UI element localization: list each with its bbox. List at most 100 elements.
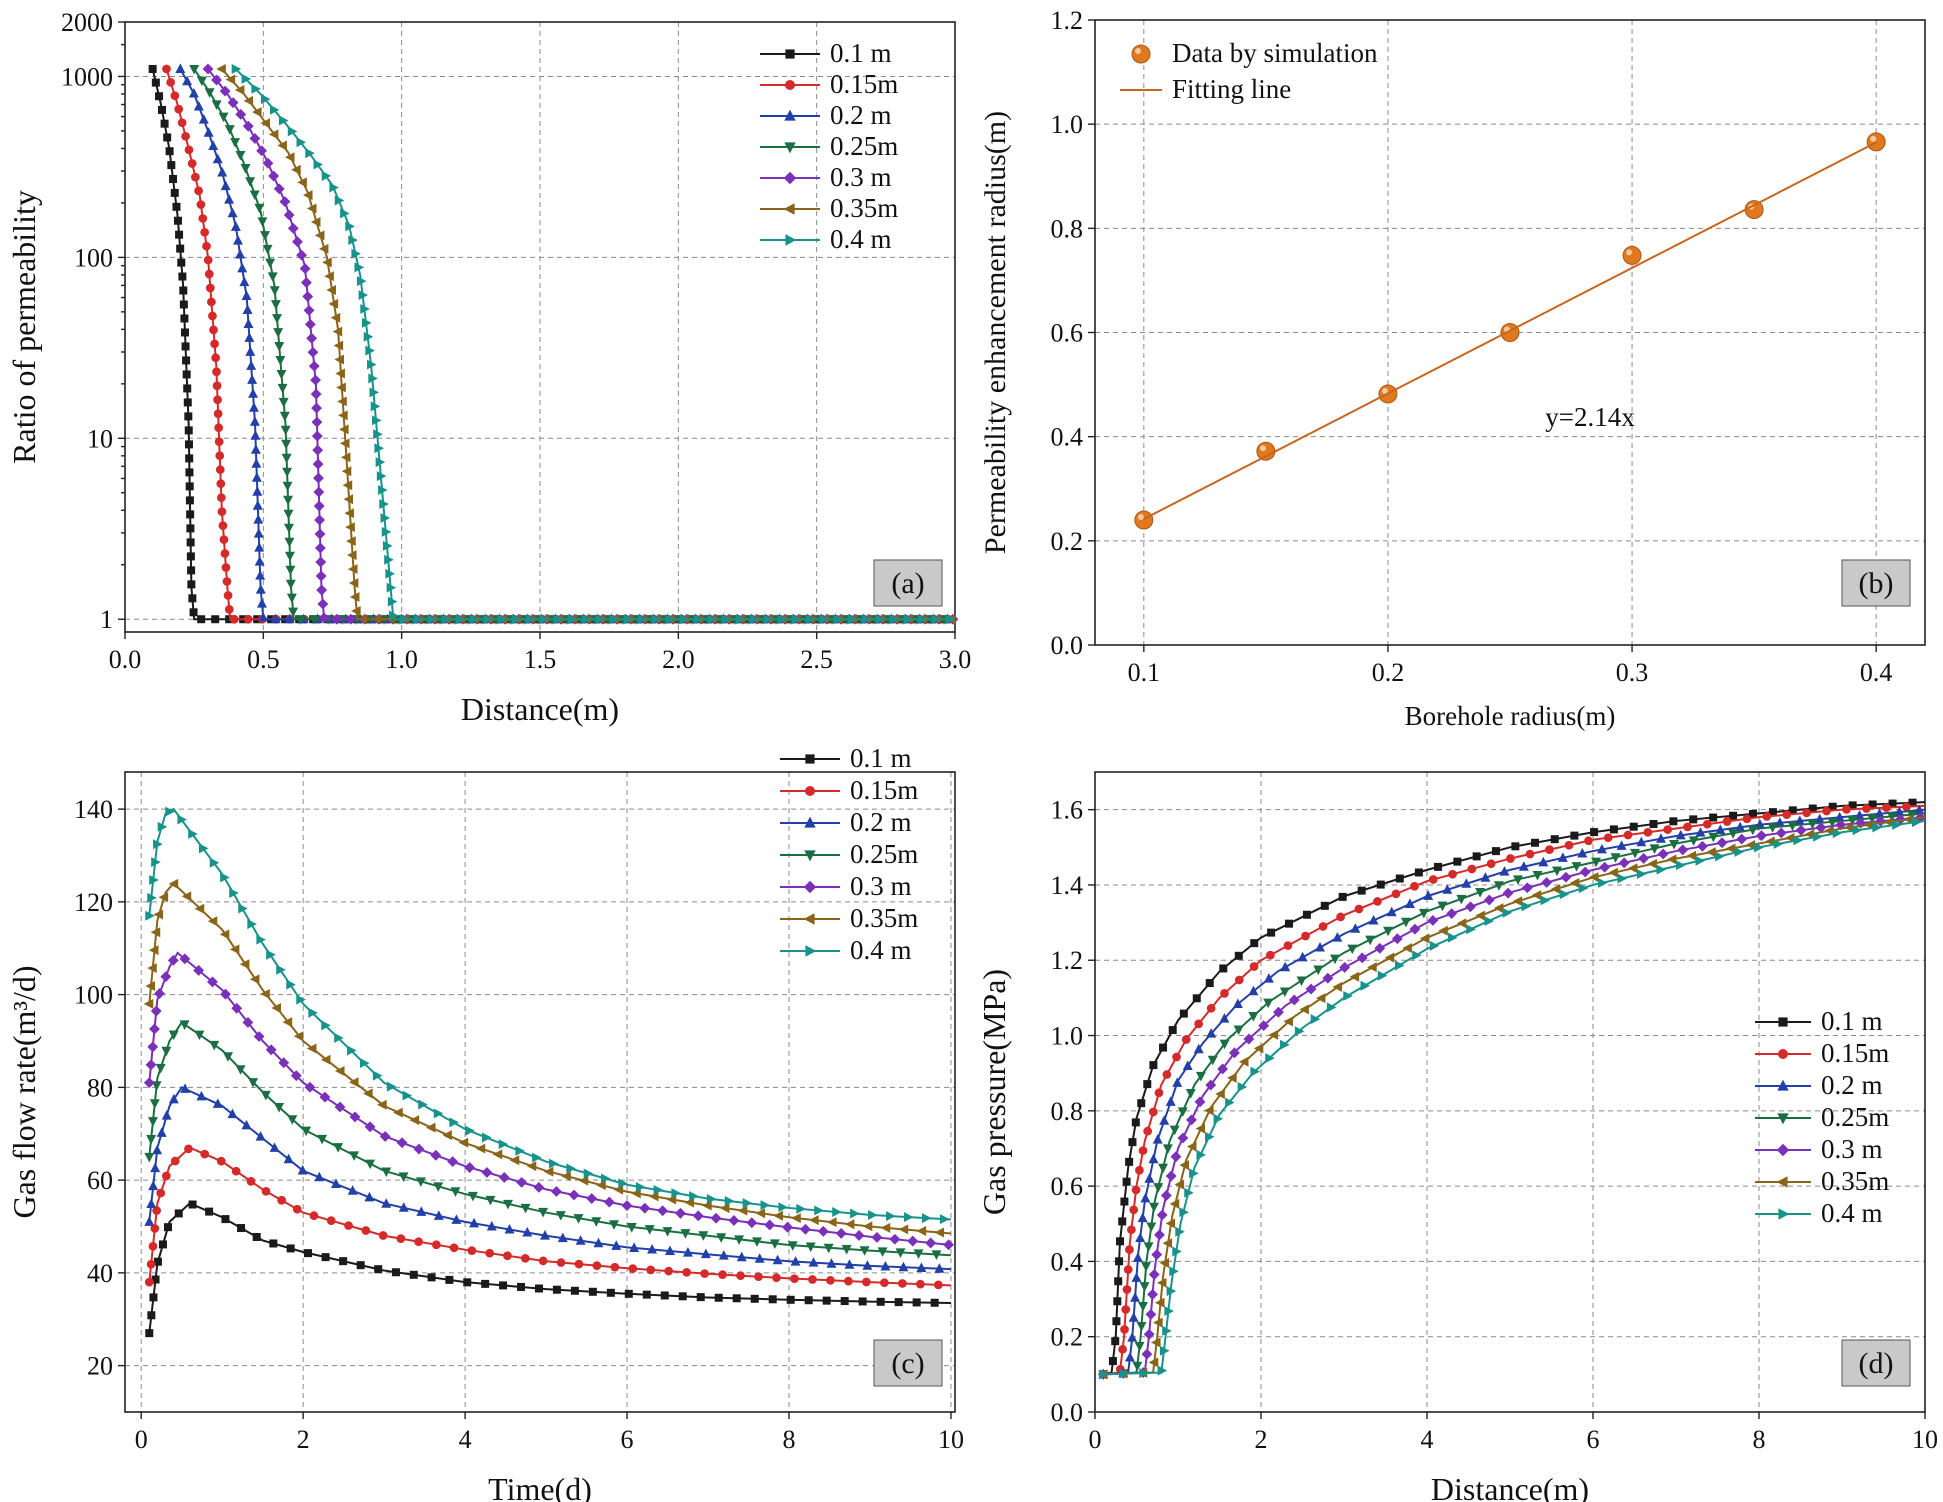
series-marker (1608, 867, 1618, 878)
series-marker (272, 314, 282, 324)
data-point (1256, 441, 1276, 461)
series-marker (868, 1210, 878, 1220)
series-marker (1695, 827, 1706, 837)
series-marker (1616, 840, 1627, 850)
series-marker (178, 272, 187, 281)
series-marker (1453, 857, 1462, 866)
series-marker (1157, 1365, 1168, 1376)
legend-label: 0.25m (1821, 1102, 1889, 1132)
series-marker (284, 152, 295, 163)
series-marker (187, 566, 196, 575)
series-marker (441, 614, 452, 625)
series-marker (1249, 962, 1259, 971)
series-marker (147, 963, 157, 974)
series-marker (351, 605, 361, 616)
series-marker (1521, 901, 1532, 912)
series-marker (182, 75, 193, 86)
series-marker (277, 140, 287, 151)
series-marker (363, 331, 374, 342)
x-tick-label: 0.3 (1616, 658, 1649, 687)
series-marker (307, 346, 319, 358)
series-marker (262, 157, 274, 169)
series-marker (610, 1262, 620, 1272)
series-marker (1360, 980, 1371, 991)
series-marker (847, 614, 858, 625)
series-marker (1322, 972, 1334, 984)
series-marker (724, 1196, 735, 1207)
series-marker (707, 614, 718, 625)
series-marker (1265, 950, 1275, 960)
series-marker (1676, 860, 1686, 871)
series-marker (260, 988, 270, 999)
series-marker (373, 429, 383, 440)
series-marker (326, 285, 336, 296)
y-tick-label: 20 (87, 1352, 113, 1381)
series-marker (266, 949, 276, 960)
x-axis-title: Time(d) (488, 1471, 592, 1502)
series-marker (365, 1159, 376, 1170)
series-marker (337, 396, 347, 407)
series-marker (1170, 1151, 1182, 1163)
series-marker (583, 1168, 594, 1179)
series-marker (297, 1164, 308, 1175)
series-marker (284, 537, 295, 548)
series-marker (826, 1275, 835, 1285)
series-marker (143, 1077, 155, 1089)
series-marker (360, 303, 370, 314)
series-marker (1315, 993, 1326, 1004)
series-marker (1588, 872, 1599, 883)
series-marker (1145, 1308, 1157, 1320)
series-marker (934, 1263, 945, 1273)
series-marker (382, 540, 393, 551)
series-marker (660, 1291, 669, 1300)
series-marker (361, 317, 372, 328)
series-marker (1570, 831, 1579, 840)
series-marker (1688, 836, 1699, 846)
series-marker (665, 614, 676, 625)
series-marker (167, 954, 179, 966)
series-marker (525, 614, 536, 625)
series-marker (1466, 924, 1476, 935)
y-tick-label: 2000 (61, 8, 113, 37)
series-marker (1243, 1033, 1255, 1045)
series-marker (301, 1126, 312, 1137)
series-marker (1725, 843, 1736, 854)
legend-marker (803, 913, 815, 925)
series-marker (623, 614, 634, 625)
series-marker (1461, 878, 1472, 888)
series-marker (211, 100, 222, 110)
series-marker (566, 1163, 576, 1174)
series-marker (161, 1110, 172, 1120)
series-marker (1647, 858, 1657, 869)
series-marker (300, 277, 312, 288)
series-marker (671, 1188, 681, 1199)
series-marker (1734, 846, 1745, 857)
series-marker (188, 87, 199, 98)
series-marker (274, 1103, 285, 1113)
data-series (1097, 798, 1926, 1380)
series-marker (1154, 1088, 1164, 1098)
series-marker (808, 1275, 817, 1284)
series-marker (409, 1270, 418, 1279)
series-marker (177, 814, 187, 825)
legend-marker (805, 945, 817, 957)
series-marker (182, 370, 191, 379)
series-marker (241, 1119, 252, 1130)
series-marker (1729, 811, 1738, 820)
series-marker (574, 1259, 584, 1269)
series-marker (349, 1151, 360, 1161)
legend-label: Data by simulation (1172, 38, 1378, 68)
series-marker (308, 360, 320, 372)
series-marker (1265, 1053, 1275, 1064)
chart-panel-c: 0 2 4 6 8 10 20 40 60 80 100 120 140 Time(d) Gas flow … (6, 743, 964, 1502)
series-marker (1404, 898, 1415, 908)
series-marker (606, 1288, 615, 1297)
series-marker (1283, 941, 1293, 950)
series-marker (755, 1208, 766, 1219)
series-marker (387, 596, 398, 607)
series-marker (396, 1137, 408, 1149)
series-marker (286, 1244, 295, 1253)
series-marker (243, 318, 254, 328)
series-marker (282, 481, 293, 492)
series-marker (1434, 862, 1443, 871)
